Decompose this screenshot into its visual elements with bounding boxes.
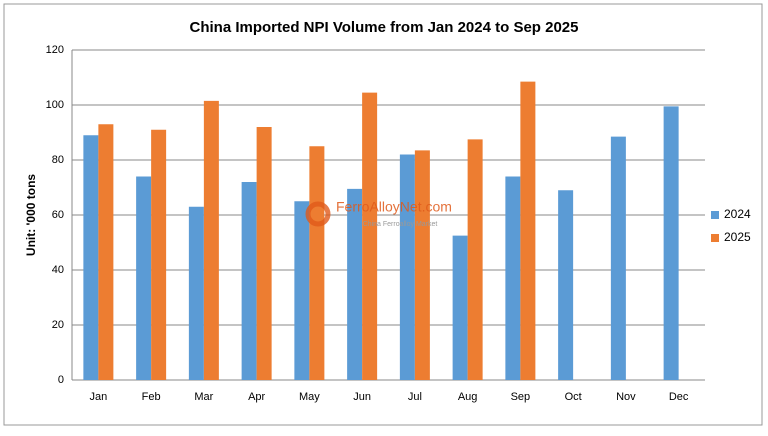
x-tick-label: Dec xyxy=(669,391,689,403)
x-tick-label: Feb xyxy=(142,391,161,403)
x-tick-label: Apr xyxy=(248,391,265,403)
bar xyxy=(83,135,99,380)
bar xyxy=(362,92,378,380)
x-tick-label: Nov xyxy=(616,391,636,403)
bar xyxy=(399,154,415,380)
bar xyxy=(136,176,152,380)
watermark-logo xyxy=(305,201,331,227)
bar xyxy=(294,201,310,380)
watermark-subtitle: China Ferroalloy Market xyxy=(363,221,438,228)
y-tick-label: 100 xyxy=(46,99,64,111)
watermark: FerroAlloyNet.com xyxy=(336,199,452,215)
y-tick-label: 40 xyxy=(52,264,64,276)
x-tick-label: Jul xyxy=(408,391,422,403)
legend-swatch xyxy=(711,234,719,242)
chart-title: China Imported NPI Volume from Jan 2024 … xyxy=(190,19,579,36)
y-tick-label: 120 xyxy=(46,44,64,56)
bar xyxy=(188,206,204,380)
bar xyxy=(505,176,521,380)
bar xyxy=(414,150,430,380)
bar xyxy=(467,139,483,380)
x-tick-label: Aug xyxy=(458,391,478,403)
legend-swatch xyxy=(711,211,719,219)
y-axis-label: Unit: '000 tons xyxy=(24,174,38,257)
x-tick-label: Mar xyxy=(194,391,213,403)
bar xyxy=(663,106,679,380)
bar xyxy=(347,188,363,380)
bar xyxy=(203,100,219,380)
bar xyxy=(452,235,468,380)
x-tick-label: Oct xyxy=(565,391,582,403)
legend-label: 2025 xyxy=(724,230,751,244)
bar xyxy=(610,136,626,380)
x-tick-label: Sep xyxy=(511,391,531,403)
y-tick-label: 20 xyxy=(52,319,64,331)
x-tick-label: May xyxy=(299,391,320,403)
bar xyxy=(98,124,114,380)
bar xyxy=(558,190,574,380)
y-tick-label: 60 xyxy=(52,209,64,221)
x-tick-label: Jun xyxy=(353,391,371,403)
bar xyxy=(256,127,272,380)
bar xyxy=(151,129,167,380)
y-tick-label: 0 xyxy=(58,374,64,386)
bar xyxy=(309,146,325,380)
bar xyxy=(520,81,536,380)
legend-label: 2024 xyxy=(724,207,751,221)
bar xyxy=(241,182,257,380)
x-tick-label: Jan xyxy=(90,391,108,403)
y-tick-label: 80 xyxy=(52,154,64,166)
